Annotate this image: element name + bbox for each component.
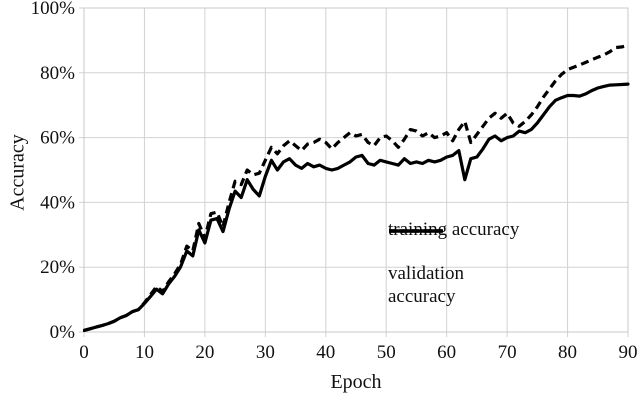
x-tick-label: 90 bbox=[619, 342, 638, 363]
plot-border bbox=[83, 7, 629, 333]
x-tick-label: 80 bbox=[558, 342, 577, 363]
validation-accuracy-curve bbox=[83, 82, 630, 332]
legend: training accuracy validation accuracy bbox=[388, 218, 618, 329]
x-tick-label: 50 bbox=[377, 342, 396, 363]
x-tick-label: 30 bbox=[256, 342, 275, 363]
x-tick-label: 10 bbox=[135, 342, 154, 363]
y-tick-label: 60% bbox=[40, 128, 75, 149]
y-tick-label: 20% bbox=[40, 257, 75, 278]
y-axis-title: Accuracy bbox=[6, 134, 29, 211]
x-tick-label: 70 bbox=[498, 342, 517, 363]
y-tick-label: 80% bbox=[40, 63, 75, 84]
x-tick-label: 0 bbox=[79, 342, 89, 363]
legend-label-training: training accuracy bbox=[388, 219, 520, 240]
x-tick-label: 20 bbox=[195, 342, 214, 363]
solid-line-sample-icon bbox=[389, 229, 443, 233]
x-axis-title: Epoch bbox=[330, 371, 382, 393]
y-tick-label: 0% bbox=[50, 322, 76, 343]
x-tick-label: 40 bbox=[316, 342, 335, 363]
legend-label-validation: validation accuracy bbox=[388, 263, 464, 307]
legend-item-validation-accuracy: validation accuracy bbox=[388, 229, 618, 308]
y-tick-label: 100% bbox=[31, 0, 76, 19]
x-tick-label: 60 bbox=[437, 342, 456, 363]
y-tick-label: 40% bbox=[40, 192, 75, 213]
